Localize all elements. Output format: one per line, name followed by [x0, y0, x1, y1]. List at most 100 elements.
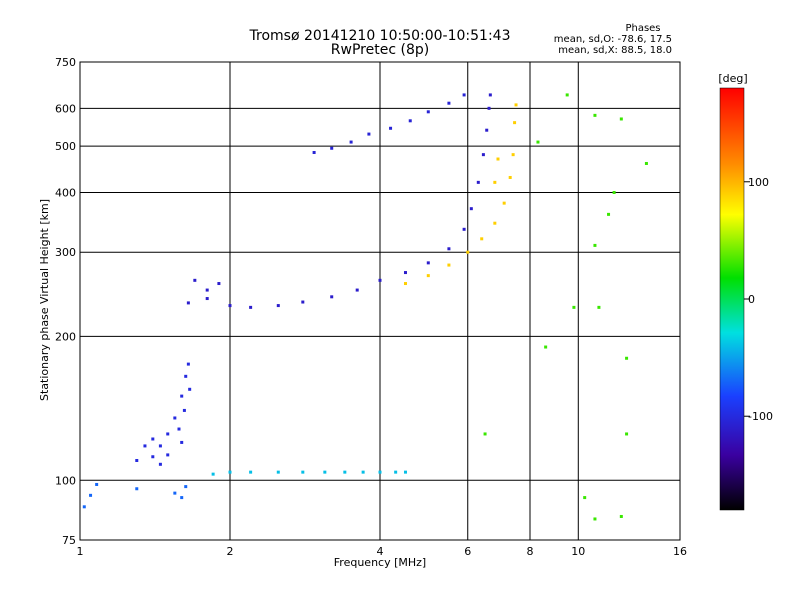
- data-point: [572, 305, 576, 309]
- data-point: [276, 304, 280, 308]
- data-point: [511, 153, 515, 157]
- data-point: [493, 221, 497, 225]
- data-point: [82, 505, 86, 509]
- data-point: [481, 153, 485, 157]
- data-point: [480, 237, 484, 241]
- data-point: [389, 126, 393, 130]
- colorbar-tick-label: 100: [748, 176, 769, 189]
- y-tick-label: 750: [55, 56, 76, 69]
- data-point: [330, 146, 334, 150]
- x-axis-label: Frequency [MHz]: [334, 556, 426, 569]
- data-point: [205, 288, 209, 292]
- data-point: [378, 278, 382, 282]
- y-tick-label: 200: [55, 330, 76, 343]
- data-point: [228, 470, 232, 474]
- data-points: [82, 93, 648, 521]
- data-point: [583, 496, 587, 500]
- data-point: [166, 432, 170, 436]
- colorbar: [719, 87, 745, 511]
- data-point: [502, 201, 506, 205]
- y-axis-label: Stationary phase Virtual Height [km]: [38, 199, 51, 401]
- data-point: [514, 103, 518, 107]
- data-point: [597, 305, 601, 309]
- data-point: [249, 470, 253, 474]
- data-point: [173, 416, 177, 420]
- data-point: [508, 175, 512, 179]
- data-point: [408, 119, 412, 123]
- data-point: [394, 470, 398, 474]
- chart-title: Tromsø 20141210 10:50:00-10:51:43: [249, 28, 511, 44]
- data-point: [211, 472, 215, 476]
- data-point: [403, 271, 407, 275]
- data-point: [180, 394, 184, 398]
- data-point: [158, 462, 162, 466]
- y-tick-label: 400: [55, 186, 76, 199]
- data-point: [95, 482, 99, 486]
- data-point: [217, 282, 221, 286]
- data-point: [625, 432, 629, 436]
- chart-subtitle: RwPretec (8p): [331, 42, 429, 58]
- y-axis-ticks: 75 100 200 300 400 500 600 750: [55, 56, 76, 547]
- data-point: [166, 453, 170, 457]
- x-tick-label: 4: [377, 545, 384, 558]
- phases-title: Phases: [625, 23, 660, 34]
- data-point: [180, 440, 184, 444]
- data-point: [323, 470, 327, 474]
- plot-frame: [79, 61, 681, 541]
- data-point: [593, 517, 597, 521]
- x-tick-label: 2: [227, 545, 234, 558]
- data-point: [349, 140, 353, 144]
- data-point: [447, 101, 451, 105]
- grid-lines: [80, 62, 680, 540]
- data-point: [488, 93, 492, 97]
- data-point: [193, 278, 197, 282]
- x-tick-label: 16: [673, 545, 687, 558]
- data-point: [593, 113, 597, 117]
- data-point: [186, 301, 190, 305]
- x-tick-label: 1: [77, 545, 84, 558]
- data-point: [378, 470, 382, 474]
- data-point: [355, 288, 359, 292]
- data-point: [188, 387, 192, 391]
- data-point: [173, 491, 177, 495]
- data-point: [447, 263, 451, 267]
- data-point: [312, 150, 316, 154]
- data-point: [151, 455, 155, 459]
- data-point: [469, 207, 473, 211]
- y-tick-label: 500: [55, 140, 76, 153]
- data-point: [536, 140, 540, 144]
- data-point: [607, 212, 611, 216]
- data-point: [544, 345, 548, 349]
- data-point: [476, 180, 480, 184]
- data-point: [205, 297, 209, 301]
- data-point: [151, 437, 155, 441]
- data-point: [276, 470, 280, 474]
- data-point: [361, 470, 365, 474]
- data-point: [612, 190, 616, 194]
- data-point: [426, 261, 430, 265]
- data-point: [249, 305, 253, 309]
- x-axis-ticks: 1 2 4 6 8 10 16: [77, 545, 688, 558]
- x-tick-label: 10: [571, 545, 585, 558]
- data-point: [180, 496, 184, 500]
- data-point: [403, 282, 407, 286]
- data-point: [513, 121, 517, 125]
- colorbar-ticks: 100 0 -100: [744, 176, 773, 423]
- data-point: [367, 132, 371, 136]
- phases-o-line: mean, sd,O: -78.6, 17.5: [554, 34, 672, 45]
- data-point: [186, 362, 190, 366]
- data-point: [182, 408, 186, 412]
- data-point: [619, 514, 623, 518]
- data-point: [493, 180, 497, 184]
- colorbar-tick-label: 0: [748, 293, 755, 306]
- data-point: [565, 93, 569, 97]
- data-point: [485, 128, 489, 132]
- y-tick-label: 75: [62, 534, 76, 547]
- data-point: [330, 295, 334, 299]
- data-point: [593, 243, 597, 247]
- data-point: [462, 227, 466, 231]
- data-point: [619, 117, 623, 121]
- data-point: [487, 106, 491, 110]
- data-point: [89, 493, 93, 497]
